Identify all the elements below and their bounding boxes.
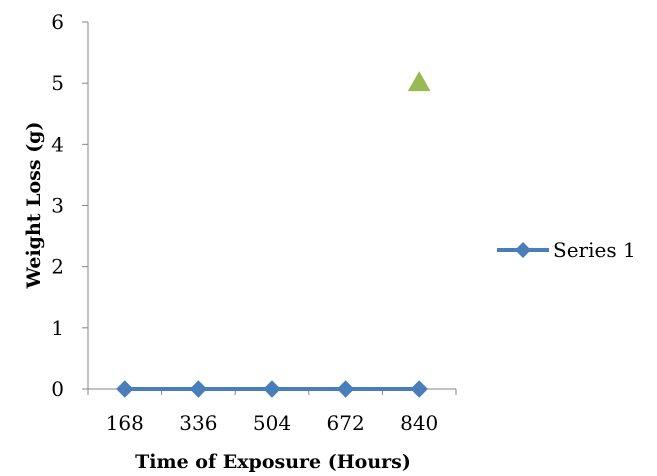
x-tick-label: 840 xyxy=(400,411,438,435)
x-tick-label: 504 xyxy=(253,411,291,435)
y-tick-label: 5 xyxy=(51,71,64,95)
series-2-point xyxy=(407,71,431,92)
series-1-point xyxy=(336,380,355,398)
legend: Series 1 xyxy=(497,238,636,262)
y-tick-label: 0 xyxy=(51,377,64,401)
legend-marker xyxy=(515,242,531,258)
series-1-point xyxy=(116,380,134,398)
series-1-point xyxy=(189,380,208,398)
y-tick-label: 6 xyxy=(51,10,64,34)
x-axis: 168 336 504 672 840 xyxy=(87,388,457,435)
y-tick-label: 3 xyxy=(51,194,64,218)
x-tick-label: 672 xyxy=(327,411,365,435)
y-tick-label: 4 xyxy=(51,132,64,156)
y-tick-label: 1 xyxy=(51,316,64,340)
y-axis: 0 1 2 3 4 5 6 xyxy=(51,10,89,401)
x-tick-label: 336 xyxy=(179,411,217,435)
plot-series xyxy=(116,71,431,398)
series-1-point xyxy=(263,380,281,398)
series-1-point xyxy=(410,380,428,398)
legend-label: Series 1 xyxy=(553,238,636,262)
x-axis-title: Time of Exposure (Hours) xyxy=(135,451,411,473)
y-axis-title: Weight Loss (g) xyxy=(23,122,45,290)
x-tick-label: 168 xyxy=(106,411,144,435)
series-1 xyxy=(116,380,428,398)
y-tick-label: 2 xyxy=(51,255,64,279)
series-2 xyxy=(407,71,431,92)
